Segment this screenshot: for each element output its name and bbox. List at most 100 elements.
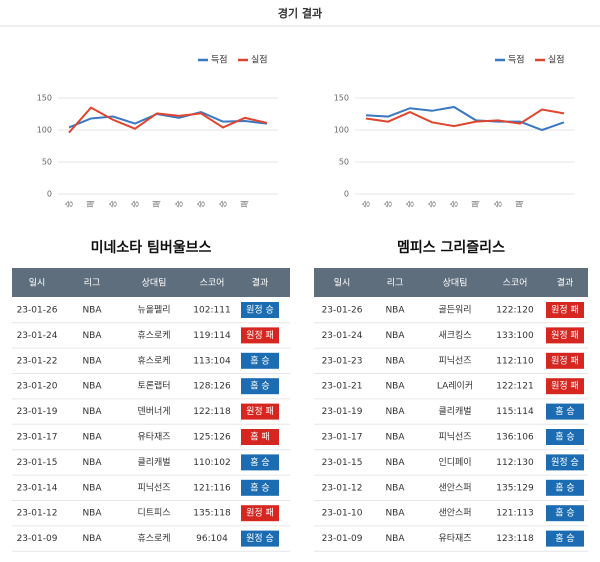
page-title: 경기 결과 (278, 6, 322, 20)
cell: 23-01-09 (322, 534, 363, 544)
x-tick-label: 승 (65, 200, 74, 207)
result: 원정 패 (551, 330, 579, 341)
x-tick-label: 승 (362, 200, 371, 207)
column-header: 스코어 (200, 278, 225, 289)
cell: NBA (82, 509, 102, 519)
cell: 23-01-23 (322, 356, 363, 366)
team-name: 미네소타 팀버울브스 (91, 239, 212, 256)
result: 홈 승 (250, 481, 269, 493)
cell: 135:129 (496, 483, 534, 493)
result: 홈 승 (250, 354, 269, 366)
cell: NBA (385, 407, 405, 417)
cell: 23-01-26 (17, 306, 58, 316)
result: 원정 승 (551, 457, 579, 468)
result-badge (546, 302, 584, 318)
cell: 토론랩터 (137, 380, 170, 392)
result-badge (241, 530, 279, 547)
cell: NBA (82, 433, 102, 443)
cell: 유타재즈 (137, 432, 170, 443)
cell: 휴스로케 (137, 330, 170, 341)
column-header: 스코어 (503, 278, 528, 289)
x-tick-label: 승 (406, 200, 415, 207)
result: 홈 승 (555, 532, 574, 544)
cell: NBA (82, 534, 102, 544)
result-badge (546, 352, 584, 369)
y-tick-label: 150 (37, 94, 52, 103)
result-badge (241, 327, 279, 344)
legend-label: 실점 (548, 54, 565, 66)
cell: 122:120 (496, 306, 534, 316)
cell: 새크킹스 (438, 329, 471, 341)
y-tick-label: 0 (344, 190, 349, 199)
cell: 121:116 (193, 483, 231, 493)
cell: 96:104 (196, 534, 228, 544)
x-tick-label: 패 (471, 200, 481, 207)
result-badge (546, 505, 584, 522)
cell: NBA (82, 356, 102, 366)
x-tick-label: 승 (175, 200, 184, 207)
cell: NBA (82, 483, 102, 493)
cell: NBA (385, 306, 405, 316)
y-tick-label: 50 (339, 158, 349, 167)
cell: NBA (82, 407, 102, 417)
result: 홈 승 (555, 405, 574, 417)
cell: NBA (385, 534, 405, 544)
result-badge (546, 479, 584, 496)
cell: NBA (385, 433, 405, 443)
cell: 122:118 (193, 407, 231, 417)
cell: NBA (82, 306, 102, 316)
result: 원정 승 (246, 533, 274, 544)
cell: 클리캐벌 (438, 406, 471, 417)
column-header: 상대팀 (443, 277, 468, 289)
line-series (365, 108, 565, 128)
result: 원정 패 (551, 355, 579, 366)
cell: 피닉선즈 (438, 432, 471, 443)
legend-label: 득점 (211, 54, 228, 66)
column-header: 일시 (334, 278, 351, 289)
column-header: 상대팀 (142, 277, 167, 289)
x-tick-label: 승 (428, 200, 437, 207)
cell: 23-01-12 (322, 483, 363, 493)
cell: 피닉선즈 (137, 482, 170, 493)
x-tick-label: 승 (384, 200, 393, 207)
column-header: 리그 (387, 278, 404, 289)
cell: 골든워리 (438, 305, 471, 316)
cell: 128:126 (193, 382, 231, 392)
cell: 112:110 (496, 356, 534, 366)
y-tick-label: 150 (334, 94, 349, 103)
x-tick-label: 패 (86, 200, 96, 207)
result: 홈 승 (555, 481, 574, 493)
cell: 23-01-19 (322, 407, 363, 417)
cell: 인디페이 (438, 457, 471, 468)
cell: 23-01-15 (322, 458, 363, 468)
x-tick-label: 패 (515, 200, 525, 207)
result-badge (546, 429, 584, 445)
cell: 115:114 (496, 407, 534, 417)
cell: 119:114 (193, 331, 231, 341)
cell: 23-01-14 (17, 483, 58, 493)
y-tick-label: 100 (37, 126, 52, 135)
cell: LA레이커 (437, 381, 473, 392)
cell: 디트피스 (137, 508, 170, 519)
cell: 덴버너게 (137, 406, 170, 417)
cell: NBA (82, 382, 102, 392)
result: 원정 패 (246, 330, 274, 341)
column-header: 리그 (84, 278, 101, 289)
cell: 123:118 (496, 534, 534, 544)
cell: 102:111 (193, 306, 230, 316)
legend-label: 실점 (251, 54, 268, 66)
cell: 휴스로케 (137, 355, 170, 366)
result-badge (241, 505, 279, 522)
cell: 휴스로케 (137, 533, 170, 544)
cell: 샌안스퍼 (438, 508, 471, 519)
x-tick-label: 승 (197, 200, 206, 207)
result-badge (241, 378, 279, 395)
cell: NBA (82, 458, 102, 468)
column-header: 결과 (252, 278, 269, 289)
cell: 110:102 (193, 458, 230, 468)
result-badge (546, 327, 584, 344)
x-tick-label: 승 (109, 200, 118, 207)
x-tick-label: 승 (494, 200, 503, 207)
cell: NBA (82, 331, 102, 341)
